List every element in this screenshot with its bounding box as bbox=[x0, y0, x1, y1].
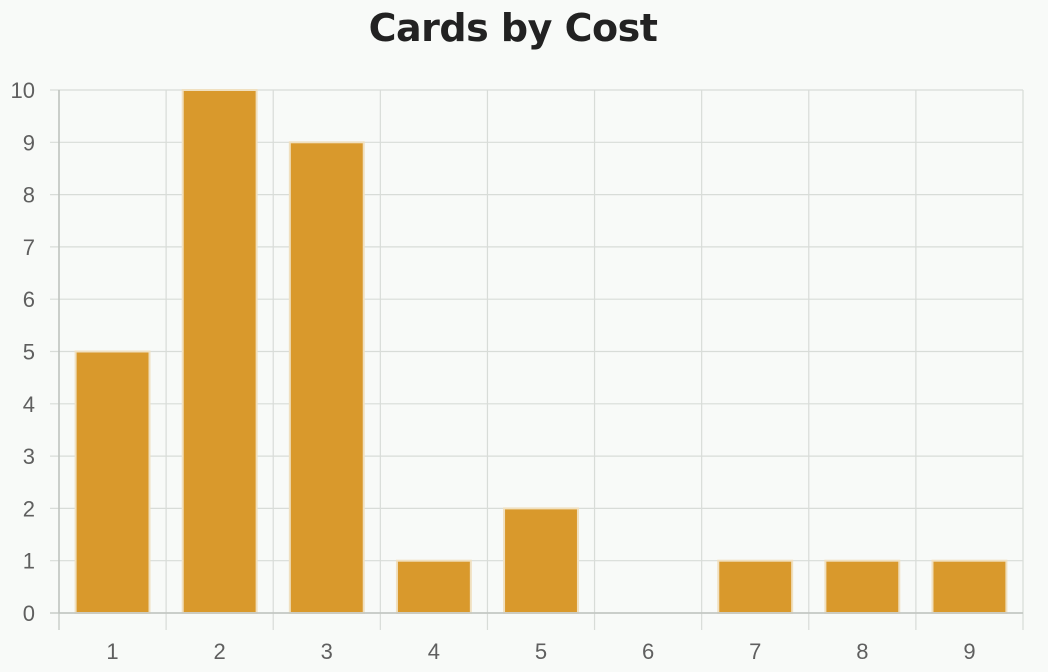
tick-labels: 0 1 2 3 4 5 6 7 8 9 10 1 2 3 4 5 6 7 8 9 bbox=[11, 78, 976, 664]
x-tick-label: 1 bbox=[106, 639, 118, 664]
bar bbox=[503, 507, 579, 614]
bar bbox=[395, 559, 472, 615]
bar bbox=[181, 89, 258, 614]
y-tick-label: 6 bbox=[23, 287, 35, 312]
x-tick-label: 7 bbox=[749, 639, 761, 664]
y-tick-label: 7 bbox=[23, 235, 35, 260]
bars bbox=[74, 89, 1008, 615]
y-tick-label: 3 bbox=[23, 444, 35, 469]
y-tick-label: 10 bbox=[11, 78, 35, 103]
y-tick-label: 1 bbox=[23, 549, 35, 574]
x-tick-label: 3 bbox=[321, 639, 333, 664]
x-tick-label: 6 bbox=[642, 639, 654, 664]
y-tick-label: 4 bbox=[23, 392, 35, 417]
bar bbox=[824, 559, 901, 615]
chart-title: Cards by Cost bbox=[368, 6, 658, 50]
x-tick-label: 9 bbox=[963, 639, 975, 664]
y-tick-label: 9 bbox=[23, 130, 35, 155]
bar bbox=[931, 559, 1008, 615]
x-tick-label: 2 bbox=[214, 639, 226, 664]
y-tick-label: 2 bbox=[23, 496, 35, 521]
bar bbox=[74, 350, 151, 614]
y-tick-label: 8 bbox=[23, 183, 35, 208]
x-tick-label: 8 bbox=[856, 639, 868, 664]
bar bbox=[717, 559, 794, 615]
y-tick-label: 0 bbox=[23, 601, 35, 626]
axes bbox=[58, 90, 1023, 614]
x-tick-label: 4 bbox=[428, 639, 440, 664]
bar bbox=[288, 141, 365, 615]
y-tick-label: 5 bbox=[23, 340, 35, 365]
x-tick-label: 5 bbox=[535, 639, 547, 664]
